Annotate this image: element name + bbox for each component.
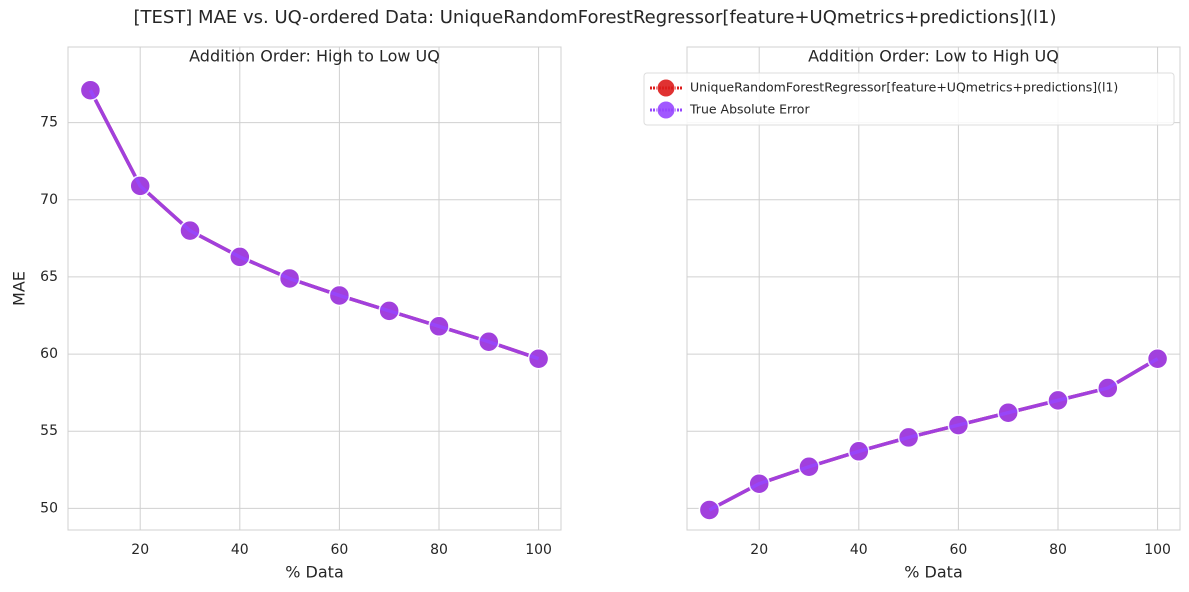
legend-label: True Absolute Error [689,102,810,117]
plot-frame [686,46,1181,531]
x-tick-label: 60 [330,542,348,558]
point [428,315,450,338]
legend-marker [656,100,676,120]
point [478,330,500,353]
plot-frame [67,46,562,531]
point [328,284,351,307]
point [1047,389,1069,412]
point [278,267,301,290]
point [378,300,400,322]
y-tick-label: 55 [40,423,58,439]
x-tick-label: 40 [231,542,249,558]
point [129,175,151,197]
x-tick-label: 100 [1144,542,1171,558]
point [798,455,820,478]
series-line [88,89,540,361]
legend: UniqueRandomForestRegressor[feature+UQme… [643,72,1175,126]
point [848,440,870,463]
x-tick-label: 60 [949,542,967,558]
x-axis-label: % Data [285,563,344,582]
point [997,401,1019,424]
y-tick-label: 70 [40,192,58,208]
point [1146,347,1169,370]
point [527,347,550,370]
point [79,79,102,101]
x-tick-label: 20 [750,542,768,558]
y-tick-label: 60 [40,346,58,362]
series-line [708,357,1159,512]
point [748,472,770,495]
x-tick-label: 20 [131,542,149,558]
legend-marker [656,78,676,98]
x-tick-label: 100 [525,542,552,558]
subplot-title: Addition Order: High to Low UQ [189,47,440,66]
x-axis-label: % Data [904,563,963,582]
x-tick-label: 40 [850,542,868,558]
y-axis-label: MAE [10,271,29,306]
legend-label: UniqueRandomForestRegressor[feature+UQme… [690,80,1118,95]
y-tick-label: 65 [40,269,58,285]
point [897,426,920,449]
figure-title: [TEST] MAE vs. UQ-ordered Data: UniqueRa… [134,7,1057,28]
point [698,499,721,521]
point [179,219,201,242]
legend-box [643,72,1175,126]
x-tick-label: 80 [430,542,448,558]
y-tick-label: 75 [40,115,58,131]
y-tick-label: 50 [40,500,58,516]
point [229,246,251,268]
point [947,414,970,436]
series-line [88,89,540,361]
subplot-title: Addition Order: Low to High UQ [808,47,1059,66]
x-tick-label: 80 [1049,542,1067,558]
point [1097,377,1119,399]
series-line [708,357,1159,512]
